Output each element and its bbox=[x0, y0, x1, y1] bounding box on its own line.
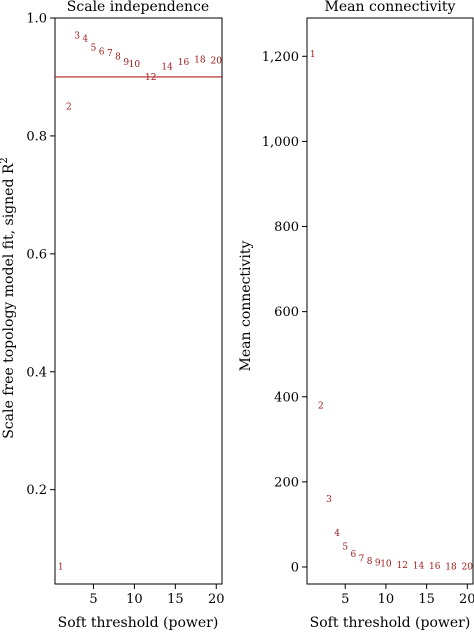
y-tick-label: 0 bbox=[291, 560, 299, 575]
data-point-right-power-10: 10 bbox=[380, 560, 392, 570]
data-point-left-power-8: 8 bbox=[115, 52, 121, 62]
y-axis-right: 0 200 400 600 800 1,000 1,200 bbox=[262, 50, 307, 575]
data-point-left-power-1: 1 bbox=[58, 562, 64, 572]
data-point-right-power-3: 3 bbox=[326, 495, 332, 505]
data-point-right-power-8: 8 bbox=[367, 557, 373, 567]
x-tick-label: 5 bbox=[341, 592, 349, 607]
data-point-right-power-18: 18 bbox=[445, 563, 457, 573]
data-point-right-power-14: 14 bbox=[413, 562, 425, 572]
y-tick-label: 0.4 bbox=[26, 365, 47, 380]
y-axis-label-left: Scale free topology model fit, signed R2 bbox=[0, 157, 17, 439]
data-point-left-power-10: 10 bbox=[129, 60, 141, 70]
data-point-right-power-7: 7 bbox=[359, 554, 365, 564]
y-tick-label: 400 bbox=[274, 390, 299, 405]
x-axis-left: 5 10 15 20 bbox=[89, 584, 225, 607]
data-point-left-power-18: 18 bbox=[194, 55, 206, 65]
x-axis-label-left: Soft threshold (power) bbox=[58, 615, 219, 631]
data-point-left-power-2: 2 bbox=[66, 102, 72, 112]
y-tick-label: 0.6 bbox=[26, 247, 47, 262]
data-point-right-power-6: 6 bbox=[351, 550, 357, 560]
x-tick-label: 10 bbox=[378, 592, 395, 607]
data-point-left-power-12: 12 bbox=[145, 73, 156, 83]
x-axis-label-right: Soft threshold (power) bbox=[310, 615, 471, 631]
y-tick-label: 1.0 bbox=[26, 12, 47, 27]
y-tick-label: 1,200 bbox=[262, 50, 299, 65]
data-point-left-power-16: 16 bbox=[178, 58, 190, 68]
y-tick-label: 1,000 bbox=[262, 135, 299, 150]
data-point-left-power-3: 3 bbox=[74, 32, 80, 42]
data-point-right-power-16: 16 bbox=[429, 562, 441, 572]
x-axis-right: 5 10 15 20 bbox=[341, 584, 474, 607]
chart-title-mean-connectivity: Mean connectivity bbox=[325, 0, 456, 15]
data-point-right-power-12: 12 bbox=[396, 561, 407, 571]
y-tick-label: 200 bbox=[274, 475, 299, 490]
data-point-left-power-9: 9 bbox=[123, 58, 129, 68]
y-axis-label-right: Mean connectivity bbox=[238, 240, 254, 371]
y-axis-label-left-text: Scale free topology model fit, signed R bbox=[1, 163, 17, 439]
x-tick-label: 5 bbox=[89, 592, 97, 607]
x-tick-label: 10 bbox=[126, 592, 143, 607]
data-point-left-power-5: 5 bbox=[91, 43, 97, 53]
data-point-left-power-7: 7 bbox=[107, 49, 113, 59]
x-tick-label: 20 bbox=[208, 592, 225, 607]
data-point-left-power-20: 20 bbox=[211, 56, 223, 66]
y-tick-label: 600 bbox=[274, 305, 299, 320]
data-point-right-power-5: 5 bbox=[342, 543, 348, 553]
plot-frame-left bbox=[54, 17, 223, 585]
data-point-left-power-6: 6 bbox=[99, 48, 105, 58]
data-point-left-power-14: 14 bbox=[161, 62, 173, 72]
y-tick-label: 0.2 bbox=[26, 483, 47, 498]
data-point-right-power-1: 1 bbox=[310, 50, 316, 60]
chart-title-scale-independence: Scale independence bbox=[67, 0, 209, 15]
plot-frame-right bbox=[306, 17, 474, 585]
data-point-left-power-4: 4 bbox=[82, 35, 88, 45]
data-point-right-power-9: 9 bbox=[375, 559, 381, 569]
mean-connectivity-panel: Mean connectivity 0 200 400 600 800 1,000 1,20… bbox=[238, 0, 474, 631]
y-axis-label-left-superscript: 2 bbox=[0, 157, 10, 163]
y-tick-label: 0.8 bbox=[26, 129, 47, 144]
scale-independence-panel: Scale independence 0.20.40.60.81.0 5 10 15… bbox=[0, 0, 225, 631]
x-tick-label: 15 bbox=[167, 592, 184, 607]
data-point-right-power-20: 20 bbox=[462, 563, 474, 573]
x-tick-label: 15 bbox=[418, 592, 435, 607]
y-tick-label: 800 bbox=[274, 220, 299, 235]
data-point-right-power-2: 2 bbox=[318, 401, 324, 411]
x-tick-label: 20 bbox=[459, 592, 474, 607]
y-axis-left: 0.2 0.4 0.6 0.8 1.0 bbox=[26, 12, 55, 498]
data-point-right-power-4: 4 bbox=[334, 529, 340, 539]
